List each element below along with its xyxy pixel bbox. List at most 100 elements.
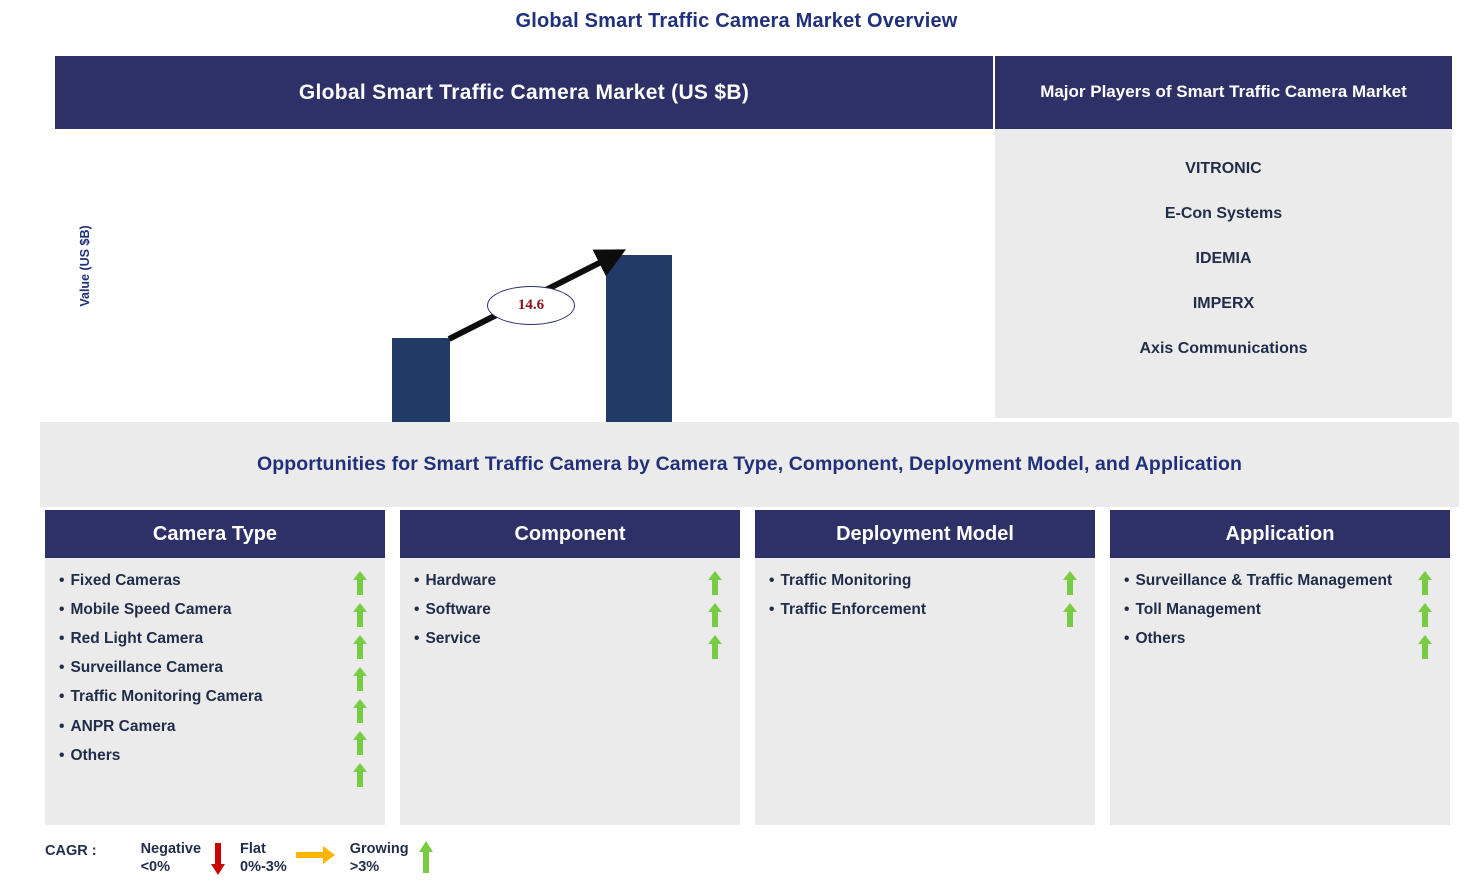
list-item: • ANPR Camera — [59, 717, 371, 738]
arrow-up-green-icon — [1059, 571, 1081, 603]
market-chart-header-title: Global Smart Traffic Camera Market (US $… — [298, 80, 750, 104]
list-item: • Traffic Monitoring — [769, 571, 1081, 592]
bullet-icon: • — [1124, 572, 1130, 589]
arrow-up-green-icon — [349, 699, 371, 731]
list-item-label: Traffic Monitoring — [780, 572, 912, 589]
bullet-icon: • — [59, 659, 65, 677]
list-item-label: Surveillance Camera — [70, 659, 223, 677]
cagr-value: 14.6 — [517, 297, 545, 313]
arrow-up-green-icon — [349, 635, 371, 667]
list-item-label: Others — [70, 746, 121, 764]
arrow-up-green-icon — [1059, 603, 1081, 635]
list-item: IMPERX — [1192, 294, 1255, 312]
bullet-icon: • — [59, 601, 65, 619]
list-item-label: Surveillance & Traffic Management — [1135, 572, 1393, 589]
legend-entry-negative: Negative <0% — [141, 840, 226, 876]
list-item: Axis Communications — [1139, 339, 1308, 357]
list-item-label: Mobile Speed Camera — [70, 601, 232, 619]
bullet-icon: • — [769, 572, 775, 589]
segment-body-camera-type: • Fixed Cameras • Mobile Speed Camera • … — [45, 558, 385, 825]
opportunities-band-title: Opportunities for Smart Traffic Camera b… — [256, 453, 1243, 475]
list-item: • Red Light Camera — [59, 629, 371, 650]
cagr-legend: CAGR : Negative <0% Flat 0%-3% Growing >3% — [45, 840, 448, 876]
arrow-up-green-icon — [349, 763, 371, 795]
segment-columns: Camera Type • Fixed Cameras • Mobile Spe… — [45, 510, 1455, 825]
arrow-right-amber-icon — [295, 840, 336, 875]
legend-entry-text: Growing >3% — [349, 841, 409, 876]
segment-title: Camera Type — [152, 522, 278, 545]
y-axis-label: Value (US $B) — [78, 225, 92, 307]
bullet-icon: • — [414, 601, 420, 619]
trend-arrow-rail — [704, 571, 726, 667]
page-title: Global Smart Traffic Camera Market Overv… — [515, 10, 958, 32]
arrow-up-green-icon — [1414, 571, 1436, 603]
trend-arrow-rail — [349, 571, 371, 795]
legend-entry-growing: Growing >3% — [350, 840, 434, 876]
growth-arrow-icon — [447, 249, 626, 342]
list-item: E-Con Systems — [1164, 204, 1283, 222]
segment-title: Application — [1225, 522, 1335, 545]
cagr-legend-title: CAGR : — [45, 843, 97, 859]
list-item-label: Fixed Cameras — [70, 572, 181, 589]
market-chart-header: Global Smart Traffic Camera Market (US $… — [55, 56, 993, 129]
opportunities-band: Opportunities for Smart Traffic Camera b… — [40, 422, 1459, 507]
list-item-label: Traffic Monitoring Camera — [70, 688, 263, 706]
segment-column-component: Component • Hardware • Software • Servic… — [400, 510, 740, 825]
legend-entry-text: Negative <0% — [140, 841, 202, 876]
segment-title: Component — [514, 522, 626, 545]
list-item-label: Traffic Enforcement — [780, 601, 926, 619]
arrow-up-green-icon — [1414, 635, 1436, 667]
list-item: • Hardware — [414, 571, 726, 592]
major-players-panel: Major Players of Smart Traffic Camera Ma… — [995, 56, 1452, 418]
list-item-label: Hardware — [425, 572, 497, 589]
segment-header-camera-type: Camera Type — [45, 510, 385, 558]
arrow-up-green-icon — [418, 840, 434, 875]
bullet-icon: • — [1124, 601, 1130, 619]
bullet-icon: • — [59, 688, 65, 706]
arrow-up-green-icon — [349, 571, 371, 603]
major-players-header: Major Players of Smart Traffic Camera Ma… — [995, 56, 1452, 129]
list-item: • Surveillance Camera — [59, 658, 371, 679]
bullet-icon: • — [414, 572, 420, 589]
arrow-up-green-icon — [349, 731, 371, 763]
list-item-label: Service — [425, 630, 481, 648]
bullet-icon: • — [59, 746, 65, 764]
arrow-up-green-icon — [704, 571, 726, 603]
arrow-up-green-icon — [349, 667, 371, 699]
bullet-icon: • — [1124, 630, 1130, 648]
trend-arrow-rail — [1414, 571, 1436, 667]
arrow-up-green-icon — [349, 603, 371, 635]
major-players-header-title: Major Players of Smart Traffic Camera Ma… — [1040, 82, 1407, 102]
list-item: • Mobile Speed Camera — [59, 600, 371, 621]
legend-entry-flat: Flat 0%-3% — [240, 840, 336, 876]
list-item: VITRONIC — [1185, 159, 1262, 177]
bullet-icon: • — [59, 630, 65, 648]
segment-body-application: • Surveillance & Traffic Management • To… — [1110, 558, 1450, 825]
arrow-up-green-icon — [1414, 603, 1436, 635]
list-item: • Others — [1124, 629, 1436, 650]
list-item: • Fixed Cameras — [59, 571, 371, 592]
segment-column-application: Application • Surveillance & Traffic Man… — [1110, 510, 1450, 825]
bar-chart: Value (US $B) 2024 2031 14.6 Source : Lu… — [55, 129, 993, 488]
list-item-label: Others — [1135, 630, 1186, 648]
market-chart-panel: Global Smart Traffic Camera Market (US $… — [55, 56, 993, 488]
segment-header-application: Application — [1110, 510, 1450, 558]
list-item: • Toll Management — [1124, 600, 1436, 621]
list-item: • Traffic Monitoring Camera — [59, 687, 371, 708]
legend-entry-text: Flat 0%-3% — [240, 841, 287, 876]
segment-body-component: • Hardware • Software • Service — [400, 558, 740, 825]
bullet-icon: • — [769, 601, 775, 619]
arrow-up-green-icon — [704, 603, 726, 635]
list-item: • Service — [414, 629, 726, 650]
list-item-label: Toll Management — [1135, 601, 1261, 619]
trend-arrow-rail — [1059, 571, 1081, 635]
list-item-label: ANPR Camera — [70, 717, 176, 735]
bullet-icon: • — [59, 572, 65, 589]
bullet-icon: • — [59, 717, 65, 735]
segment-title: Deployment Model — [836, 522, 1014, 545]
segment-header-component: Component — [400, 510, 740, 558]
arrow-up-green-icon — [704, 635, 726, 667]
list-item-label: Software — [425, 601, 491, 619]
segment-column-deployment-model: Deployment Model • Traffic Monitoring • … — [755, 510, 1095, 825]
list-item: • Others — [59, 746, 371, 767]
